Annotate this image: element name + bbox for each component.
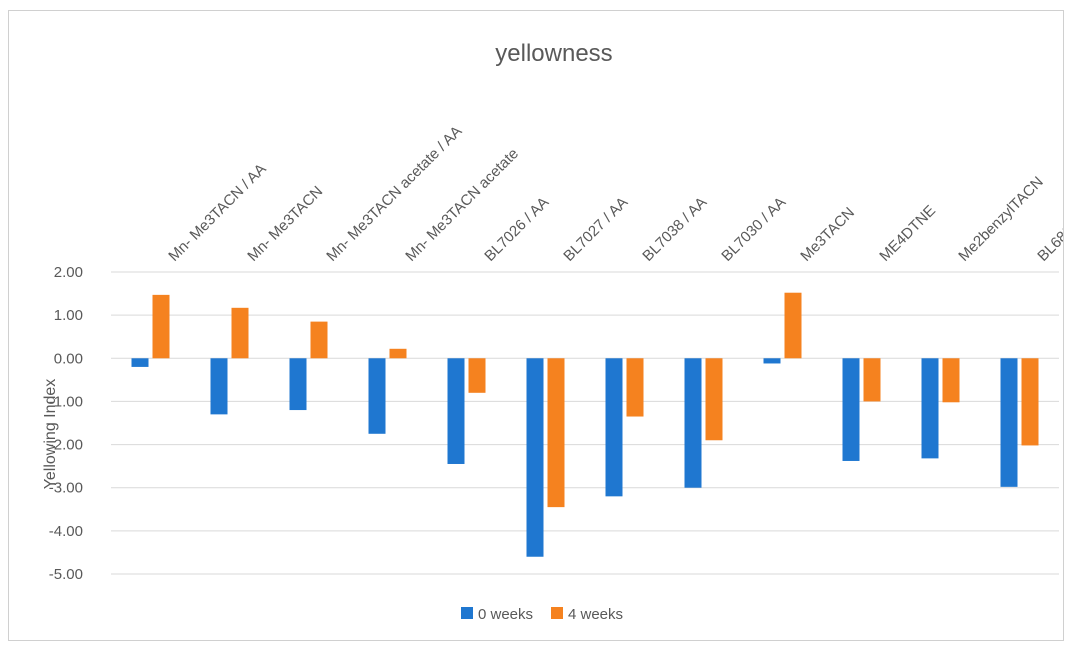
legend-swatch [461, 607, 473, 619]
bar-0-weeks [368, 358, 386, 434]
bar-0-weeks [526, 358, 544, 557]
category-label: Mn- Me3TACN [244, 183, 326, 265]
bar-4-weeks [389, 348, 407, 359]
y-tick-label: -3.00 [49, 480, 83, 497]
bar-0-weeks [447, 358, 465, 464]
category-label: Me3TACN [797, 204, 858, 265]
category-label: BL7026 / AA [481, 194, 552, 265]
bar-0-weeks [210, 358, 228, 415]
bar-4-weeks [705, 358, 723, 441]
y-tick-label: -4.00 [49, 523, 83, 540]
category-label: Me2benzylTACN [955, 173, 1046, 264]
bar-0-weeks [684, 358, 702, 488]
bar-4-weeks [784, 292, 802, 359]
bar-4-weeks [863, 358, 881, 402]
legend-swatch [551, 607, 563, 619]
y-tick-label: 0.00 [54, 350, 83, 367]
bar-4-weeks [1021, 358, 1039, 446]
bar-4-weeks [231, 307, 249, 359]
y-axis-label: Yellowing Index [42, 379, 59, 490]
chart-frame: yellowness Yellowing Index 2.00 1.00 0.00 -… [8, 10, 1072, 641]
bar-chart: yellowness Yellowing Index 2.00 1.00 0.00 -… [42, 40, 1072, 623]
bar-4-weeks [468, 358, 486, 393]
category-label: BL7027 / AA [560, 194, 631, 265]
category-label: ME4DTNE [876, 202, 939, 265]
bar-0-weeks [289, 358, 307, 411]
bar-0-weeks [605, 358, 623, 497]
bar-0-weeks [763, 358, 781, 364]
bar-4-weeks [152, 294, 170, 359]
legend-label: 0 weeks [478, 606, 533, 623]
y-tick-label: -1.00 [49, 393, 83, 410]
bar-4-weeks [942, 358, 960, 403]
bar-4-weeks [547, 358, 565, 508]
y-tick-label: 2.00 [54, 264, 83, 281]
y-tick-labels: 2.00 1.00 0.00 -1.00 -2.00 -3.00 -4.00 -5.00 [49, 264, 83, 583]
y-tick-label: 1.00 [54, 307, 83, 324]
chart-title: yellowness [495, 40, 612, 67]
legend-label: 4 weeks [568, 606, 623, 623]
bar-0-weeks [131, 358, 149, 367]
bars [131, 292, 1039, 557]
category-label: BL6803 [1034, 216, 1063, 265]
bar-0-weeks [1000, 358, 1018, 487]
gridlines [111, 271, 1059, 575]
legend: 0 weeks 4 weeks [461, 606, 623, 623]
category-label: Mn- Me3TACN acetate / AA [323, 123, 465, 265]
bar-0-weeks [921, 358, 939, 459]
y-tick-label: -5.00 [49, 566, 83, 583]
category-label: BL7038 / AA [639, 194, 710, 265]
bar-4-weeks [310, 321, 328, 359]
bar-0-weeks [842, 358, 860, 461]
bar-4-weeks [626, 358, 644, 417]
category-label: BL7030 / AA [718, 194, 789, 265]
y-tick-label: -2.00 [49, 437, 83, 454]
